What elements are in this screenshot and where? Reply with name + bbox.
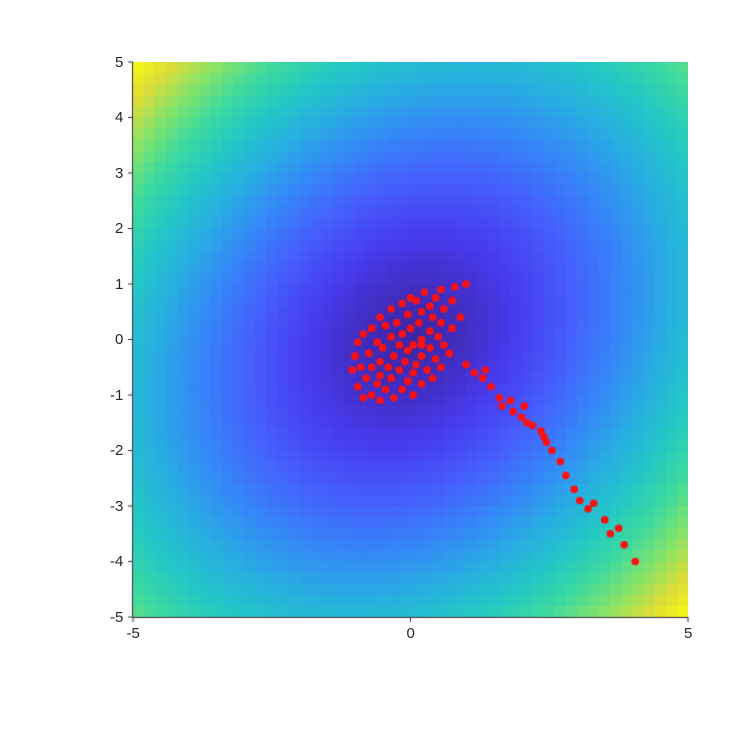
tick-label: 0 <box>115 331 123 348</box>
tick-label: -5 <box>127 625 140 642</box>
tick-label: -2 <box>110 442 123 459</box>
tick-label: -5 <box>110 609 123 626</box>
tick-label: 5 <box>115 54 123 71</box>
tick-label: -4 <box>110 553 123 570</box>
tick-label: 0 <box>407 625 415 642</box>
scatter-axes-canvas <box>0 0 756 756</box>
tick-label: 3 <box>115 165 123 182</box>
chart-container: -5 0 5 -5 -4 -3 -2 -1 0 1 2 3 4 5 <box>0 0 756 756</box>
tick-label: -3 <box>110 498 123 515</box>
tick-label: -1 <box>110 387 123 404</box>
tick-label: 2 <box>115 220 123 237</box>
tick-label: 4 <box>115 109 123 126</box>
tick-label: 5 <box>684 625 692 642</box>
tick-label: 1 <box>115 276 123 293</box>
